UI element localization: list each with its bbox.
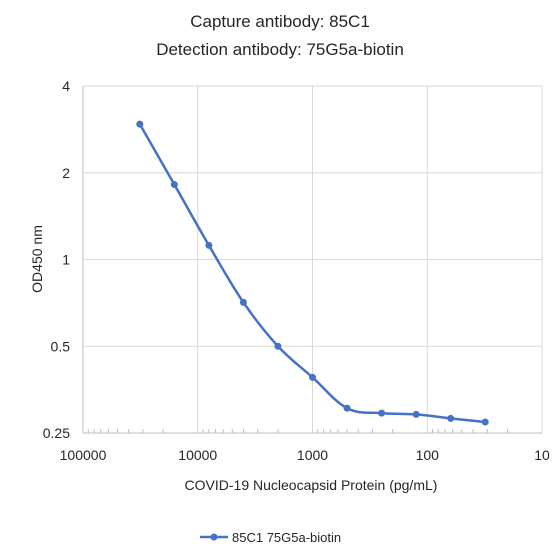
y-tick-label: 2 — [62, 165, 70, 181]
data-point — [274, 342, 282, 350]
x-tick-label: 100 — [416, 447, 440, 463]
x-tick-labels: 100000 10000 1000 100 10 — [60, 447, 550, 463]
data-point — [412, 410, 420, 418]
y-tick-label: 0.25 — [43, 425, 70, 441]
data-point — [136, 120, 144, 128]
x-tick-label: 10000 — [178, 447, 217, 463]
chart-title-line-1: Capture antibody: 85C1 — [190, 12, 370, 31]
data-point — [481, 418, 489, 426]
data-point — [343, 404, 351, 412]
chart-title-line-2: Detection antibody: 75G5a-biotin — [156, 40, 404, 59]
chart-title: Capture antibody: 85C1 Detection antibod… — [156, 12, 404, 59]
data-point — [378, 409, 386, 417]
x-axis-label: COVID-19 Nucleocapsid Protein (pg/mL) — [185, 477, 438, 493]
x-tick-label: 1000 — [297, 447, 328, 463]
y-tick-label: 4 — [62, 78, 70, 94]
grid — [82, 85, 543, 434]
y-tick-label: 0.5 — [51, 338, 71, 354]
plot-area-series — [136, 120, 489, 426]
legend-label: 85C1 75G5a-biotin — [232, 530, 341, 545]
data-point — [170, 181, 178, 189]
axes — [82, 86, 542, 434]
y-axis-label: OD450 nm — [29, 225, 45, 293]
legend: 85C1 75G5a-biotin — [200, 530, 341, 545]
x-tick-label: 100000 — [60, 447, 107, 463]
data-point — [447, 414, 455, 422]
data-point — [309, 373, 316, 381]
legend-point-marker — [210, 533, 218, 541]
data-point — [205, 241, 213, 249]
data-point — [239, 298, 247, 306]
x-tick-label: 10 — [534, 447, 550, 463]
y-tick-labels: 4 2 1 0.5 0.25 — [43, 78, 70, 441]
y-tick-label: 1 — [62, 252, 70, 268]
